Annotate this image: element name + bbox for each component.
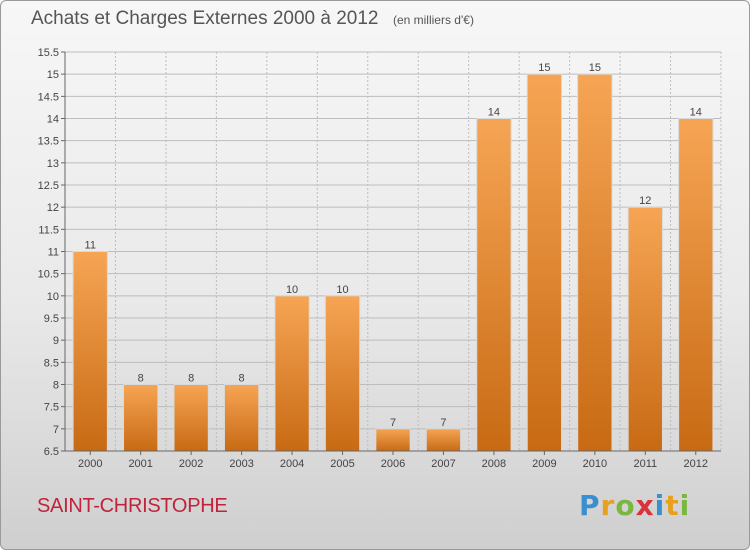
axes: 6.5 7 7.5 8 8.5 9 9.5 10 10.5 11 11.5 12 12.5 13 13.5 1… — [38, 47, 721, 470]
x-tick-label: 2003 — [229, 458, 253, 470]
bar — [627, 206, 663, 452]
y-tick-label: 9 — [53, 335, 59, 347]
x-tick-label: 2012 — [684, 458, 708, 470]
bar — [173, 384, 209, 452]
bar-value-label: 10 — [286, 284, 298, 296]
y-tick-label: 11 — [48, 247, 59, 259]
x-tick-label: 2002 — [179, 458, 203, 470]
bars: 11 8 8 8 10 10 7 7 14 15 15 12 14 — [72, 62, 714, 452]
x-tick-label: 2006 — [381, 458, 405, 470]
bar-value-label: 7 — [390, 417, 396, 429]
y-tick-label: 10.5 — [38, 269, 59, 281]
chart-header: Achats et Charges Externes 2000 à 2012 (… — [31, 8, 474, 30]
proxiti-logo: Proxiti — [579, 489, 691, 522]
y-tick-label: 12 — [47, 202, 59, 214]
bar-value-label: 14 — [488, 107, 500, 119]
y-tick-label: 6.5 — [44, 446, 59, 458]
bar-value-label: 15 — [589, 62, 601, 74]
y-tick-label: 10 — [47, 291, 59, 303]
y-tick-label: 13 — [47, 158, 59, 170]
y-tick-label: 14 — [47, 114, 59, 126]
bar — [577, 73, 613, 452]
chart-title: Achats et Charges Externes 2000 à 2012 — [31, 8, 379, 29]
bar — [324, 295, 361, 452]
x-tick-label: 2011 — [633, 458, 657, 470]
bar — [123, 384, 159, 452]
bar-value-label: 15 — [538, 62, 550, 74]
x-tick-label: 2010 — [583, 458, 607, 470]
y-tick-label: 13.5 — [38, 136, 59, 148]
y-tick-label: 15.5 — [38, 47, 59, 59]
x-tick-label: 2001 — [128, 458, 152, 470]
y-tick-label: 7 — [53, 424, 59, 436]
y-tick-label: 9.5 — [44, 313, 59, 325]
x-tick-label: 2009 — [532, 458, 556, 470]
y-tick-label: 7.5 — [44, 402, 59, 414]
bar-value-label: 10 — [336, 284, 348, 296]
bar — [274, 295, 310, 452]
y-tick-label: 8 — [53, 380, 59, 392]
y-tick-label: 11.5 — [38, 224, 59, 236]
bar — [678, 118, 714, 452]
x-tick-label: 2004 — [280, 458, 304, 470]
bar-value-label: 8 — [188, 373, 194, 385]
bar — [476, 118, 512, 452]
y-tick-label: 12.5 — [38, 180, 59, 192]
bar — [425, 428, 462, 452]
x-tick-label: 2007 — [431, 458, 455, 470]
bar-value-label: 8 — [239, 373, 245, 385]
bar-value-label: 11 — [85, 240, 96, 252]
bar-value-label: 7 — [440, 417, 446, 429]
bar-value-label: 8 — [138, 373, 144, 385]
bar-value-label: 14 — [690, 107, 702, 119]
chart-unit-label: (en milliers d'€) — [392, 13, 474, 27]
y-tick-label: 8.5 — [44, 357, 59, 369]
bar — [526, 73, 563, 452]
commune-name: SAINT-CHRISTOPHE — [37, 495, 228, 517]
bar — [72, 251, 108, 452]
x-tick-label: 2008 — [482, 458, 506, 470]
y-tick-label: 15 — [47, 69, 59, 81]
bar — [375, 428, 411, 452]
x-tick-label: 2000 — [78, 458, 102, 470]
bar — [223, 384, 260, 452]
bar-value-label: 12 — [639, 195, 651, 207]
x-tick-label: 2005 — [330, 458, 354, 470]
y-tick-label: 14.5 — [38, 91, 59, 103]
grid-lines — [64, 51, 722, 452]
